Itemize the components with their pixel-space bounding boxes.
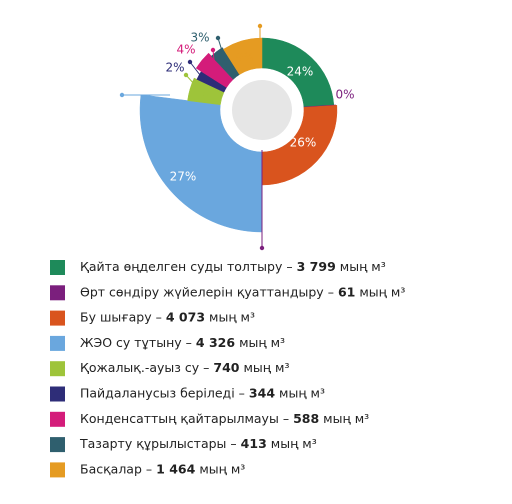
legend-swatch <box>50 386 65 402</box>
legend-unit: мың м³ <box>271 436 317 451</box>
legend-amount: 1 464 <box>156 461 195 476</box>
slice <box>261 105 338 186</box>
value-label: 9% <box>235 51 254 65</box>
value-label: 26% <box>290 136 317 150</box>
leader-line <box>212 49 216 71</box>
value-label: 3% <box>190 31 209 45</box>
legend-name: Пайдаланусыз беріледі <box>80 385 235 400</box>
legend-entry: Тазарту құрылыстары –413 мың м³ <box>79 436 317 451</box>
value-label: 5% <box>193 90 212 104</box>
legend-entry: Қайта өңделген суды толтыру –3 799 мың м³ <box>80 259 386 274</box>
legend-swatch <box>50 361 65 377</box>
legend-name: Басқалар <box>80 461 142 476</box>
legend-entry: Конденсаттың қайтарылмауы –588 мың м³ <box>80 410 369 425</box>
legend-entry: ЖЭО су тұтыну –4 326 мың м³ <box>80 334 285 349</box>
slice <box>210 47 240 80</box>
legend-entry: Өрт сөндіру жүйелерін қуаттандыру –61 мың … <box>80 284 405 299</box>
value-label: 4% <box>176 43 195 57</box>
center-hole <box>232 80 292 140</box>
legend-swatch <box>50 310 65 326</box>
legend-amount: 413 <box>241 436 267 451</box>
legend-unit: мың м³ <box>359 284 405 299</box>
legend-amount: 344 <box>249 385 275 400</box>
legend-name: Қожалық.-ауыз су <box>80 360 200 375</box>
leader-dot <box>183 72 189 78</box>
legend-swatch <box>50 285 65 301</box>
leader-line <box>217 37 229 71</box>
leader-dot <box>119 92 125 98</box>
legend-name: Тазарту құрылыстары <box>79 436 226 451</box>
legend-separator: – <box>186 334 192 349</box>
leader-dot <box>210 47 216 53</box>
legend-entry: Қожалық.-ауыз су –740 мың м³ <box>80 360 289 375</box>
legend-separator: – <box>328 284 334 299</box>
legend-swatch <box>50 437 65 453</box>
legend-separator: – <box>230 436 236 451</box>
legend-amount: 3 799 <box>297 259 336 274</box>
slice <box>223 37 263 75</box>
slice <box>187 77 225 106</box>
leader-dot <box>215 35 221 41</box>
legend-separator: – <box>146 461 152 476</box>
leader-dot <box>187 59 193 65</box>
legend-unit: мың м³ <box>279 385 325 400</box>
leader-dot <box>259 245 265 251</box>
legend-amount: 588 <box>293 410 319 425</box>
legend-unit: мың м³ <box>239 334 285 349</box>
legend-unit: мың м³ <box>209 309 255 324</box>
legend-swatch <box>50 411 65 427</box>
slice <box>195 52 234 88</box>
legend-separator: – <box>156 309 162 324</box>
legend-unit: мың м³ <box>323 410 369 425</box>
legend-name: ЖЭО су тұтыну <box>80 334 182 349</box>
legend-separator: – <box>283 410 289 425</box>
value-label: 27% <box>170 170 197 184</box>
legend-separator: – <box>203 360 209 375</box>
value-label: 0% <box>335 88 354 102</box>
legend-amount: 4 326 <box>196 334 235 349</box>
slice <box>139 94 263 233</box>
leader-dot <box>257 23 263 29</box>
legend-swatch <box>50 335 65 351</box>
legend-entry: Бу шығару –4 073 мың м³ <box>80 309 255 324</box>
legend-entry: Пайдаланусыз беріледі –344 мың м³ <box>80 385 325 400</box>
legend-unit: мың м³ <box>340 259 386 274</box>
leader-line <box>185 74 196 86</box>
legend-amount: 4 073 <box>166 309 205 324</box>
value-label: 24% <box>287 65 314 79</box>
legend-name: Өрт сөндіру жүйелерін қуаттандыру <box>80 284 324 299</box>
legend-amount: 61 <box>338 284 355 299</box>
legend-separator: – <box>239 385 245 400</box>
legend-swatch <box>50 260 65 275</box>
legend-unit: мың м³ <box>244 360 290 375</box>
legend-separator: – <box>286 259 292 274</box>
value-label: 2% <box>165 61 184 75</box>
slice <box>261 37 335 108</box>
legend-name: Бу шығару <box>80 309 152 324</box>
legend-swatch <box>50 462 65 478</box>
legend-unit: мың м³ <box>199 461 245 476</box>
legend-name: Қайта өңделген суды толтыру <box>80 259 283 274</box>
legend-name: Конденсаттың қайтарылмауы <box>80 410 279 425</box>
legend-amount: 740 <box>213 360 239 375</box>
leader-line <box>189 61 201 76</box>
legend-entry: Басқалар –1 464 мың м³ <box>80 461 245 476</box>
